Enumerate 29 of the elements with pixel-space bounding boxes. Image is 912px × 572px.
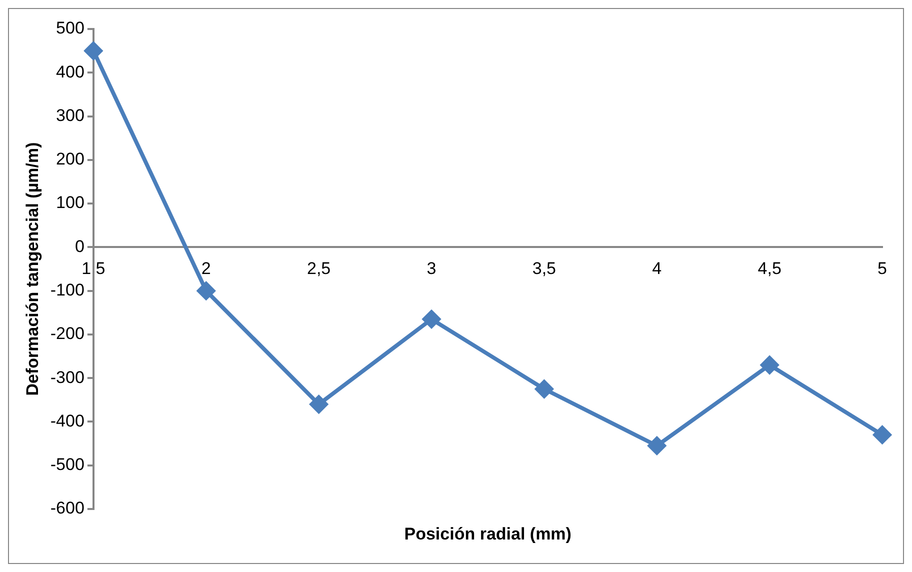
point	[197, 282, 216, 300]
x-tick-label: 5	[878, 259, 888, 278]
point	[535, 380, 554, 398]
point	[84, 42, 102, 60]
y-tick-label: 400	[56, 62, 84, 82]
point	[310, 395, 328, 414]
x-tick-label: 2,5	[306, 259, 331, 278]
x-tick-label: 4	[652, 259, 662, 278]
y-tick-label: 0	[74, 236, 84, 256]
x-axis-title: Posición radial (mm)	[404, 524, 572, 544]
y-tick-label: -200	[50, 324, 84, 344]
y-tick-label: -300	[50, 368, 84, 387]
x-tick-label: 3	[426, 259, 436, 278]
y-axis-title: Deformación tangencial (µm/m)	[22, 142, 42, 396]
point	[422, 310, 441, 328]
point	[648, 436, 666, 455]
y-tick-label: 100	[56, 193, 84, 212]
y-tick-label: 200	[56, 150, 84, 169]
x-tick-label: 2	[201, 259, 211, 278]
x-tick-label: 4,5	[758, 259, 782, 278]
y-tick-label: 300	[56, 106, 84, 125]
point	[760, 356, 779, 374]
point	[873, 426, 892, 444]
y-tick-label: -400	[50, 411, 84, 430]
y-tick-label: -600	[50, 498, 84, 518]
y-tick-label: -500	[50, 455, 84, 474]
y-tick-label: 500	[56, 18, 84, 38]
y-tick-label: -100	[50, 280, 84, 300]
x-tick-label: 3,5	[532, 259, 556, 278]
